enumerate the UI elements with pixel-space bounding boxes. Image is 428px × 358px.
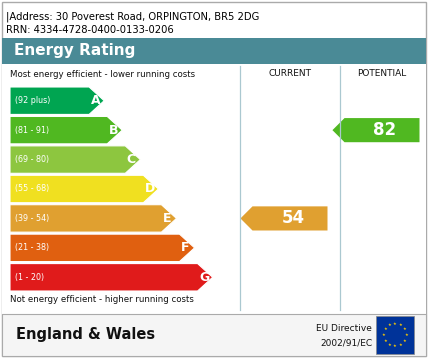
Text: (1 - 20): (1 - 20): [15, 273, 44, 282]
Text: A: A: [91, 94, 100, 107]
Polygon shape: [10, 205, 176, 232]
Text: ★: ★: [383, 327, 387, 331]
Text: (81 - 91): (81 - 91): [15, 126, 49, 135]
Text: Most energy efficient - lower running costs: Most energy efficient - lower running co…: [10, 70, 195, 79]
Polygon shape: [10, 234, 195, 262]
Text: ★: ★: [387, 323, 391, 327]
Text: (69 - 80): (69 - 80): [15, 155, 49, 164]
Text: ★: ★: [399, 343, 403, 347]
Text: ★: ★: [393, 321, 397, 325]
Polygon shape: [10, 263, 213, 291]
Text: RRN: 4334-4728-0400-0133-0206: RRN: 4334-4728-0400-0133-0206: [6, 25, 174, 35]
Text: ★: ★: [382, 333, 386, 337]
Text: ★: ★: [383, 339, 387, 343]
Text: ★: ★: [387, 343, 391, 347]
Text: D: D: [145, 183, 155, 195]
Polygon shape: [10, 146, 140, 173]
Text: POTENTIAL: POTENTIAL: [357, 69, 407, 78]
Polygon shape: [10, 116, 122, 144]
Text: (55 - 68): (55 - 68): [15, 184, 49, 194]
Text: 82: 82: [374, 121, 397, 139]
Bar: [376, 316, 414, 354]
Polygon shape: [241, 206, 327, 231]
Text: (92 plus): (92 plus): [15, 96, 51, 105]
Text: ★: ★: [393, 344, 397, 348]
Text: G: G: [199, 271, 209, 284]
Bar: [2, 38, 426, 64]
Text: B: B: [109, 124, 118, 137]
Text: ★: ★: [403, 327, 407, 331]
Polygon shape: [333, 118, 419, 142]
Text: 54: 54: [282, 209, 305, 227]
Bar: [2, 314, 426, 356]
Text: ★: ★: [399, 323, 403, 327]
Text: 2002/91/EC: 2002/91/EC: [320, 339, 372, 348]
Text: F: F: [181, 241, 190, 254]
Text: (39 - 54): (39 - 54): [15, 214, 49, 223]
Text: England & Wales: England & Wales: [16, 328, 155, 343]
Text: ★: ★: [403, 339, 407, 343]
Bar: [2, 64, 426, 314]
Text: Not energy efficient - higher running costs: Not energy efficient - higher running co…: [10, 295, 194, 304]
Text: Energy Rating: Energy Rating: [14, 44, 135, 58]
Text: ★: ★: [404, 333, 408, 337]
Text: |Address: 30 Poverest Road, ORPINGTON, BR5 2DG: |Address: 30 Poverest Road, ORPINGTON, B…: [6, 12, 259, 23]
Text: C: C: [127, 153, 136, 166]
Polygon shape: [10, 87, 104, 115]
Polygon shape: [10, 175, 158, 203]
Text: (21 - 38): (21 - 38): [15, 243, 49, 252]
Text: CURRENT: CURRENT: [268, 69, 312, 78]
Text: E: E: [163, 212, 172, 225]
Text: EU Directive: EU Directive: [316, 324, 372, 333]
